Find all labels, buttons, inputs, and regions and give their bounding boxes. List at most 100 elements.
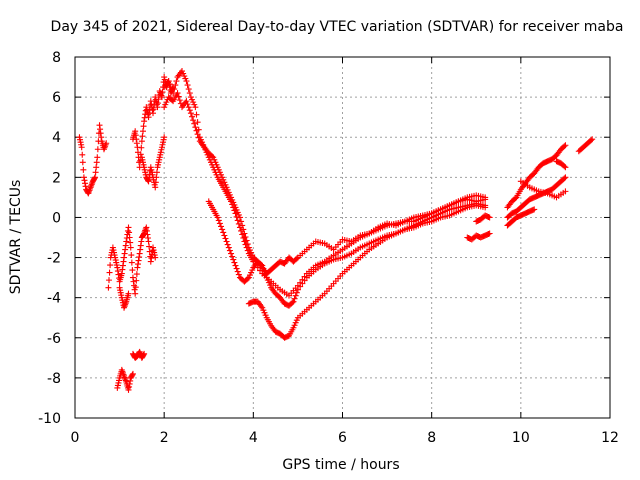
data-point: [125, 386, 132, 393]
data-point: [241, 238, 248, 245]
data-point: [138, 144, 145, 151]
data-point: [209, 153, 216, 160]
data-point: [231, 207, 238, 214]
x-tick-label: 0: [71, 430, 80, 446]
data-point: [166, 81, 173, 88]
data-point: [97, 126, 104, 133]
series-arc-5: [116, 284, 132, 311]
data-point: [238, 227, 245, 234]
data-point: [161, 134, 168, 141]
data-point: [105, 284, 112, 291]
data-point: [80, 166, 87, 173]
data-point: [82, 180, 89, 187]
data-point: [562, 142, 569, 149]
series-arc-12: [464, 230, 493, 243]
data-point: [141, 350, 148, 357]
data-point: [145, 238, 152, 245]
data-point: [139, 128, 146, 135]
data-point: [105, 277, 112, 284]
data-point: [193, 111, 200, 118]
data-point: [214, 214, 221, 221]
data-point: [186, 107, 193, 114]
data-point: [482, 196, 489, 203]
data-point: [94, 146, 101, 153]
data-point: [236, 224, 243, 231]
data-point: [119, 262, 126, 269]
data-point: [150, 106, 157, 113]
data-point: [129, 370, 136, 377]
data-point: [144, 231, 151, 238]
data-point: [228, 198, 235, 205]
data-point: [154, 104, 161, 111]
data-point: [292, 292, 299, 299]
data-point: [225, 244, 232, 251]
data-point: [121, 254, 128, 261]
data-point: [138, 238, 145, 245]
data-point: [134, 264, 141, 271]
chart-title: Day 345 of 2021, Sidereal Day-to-day VTE…: [51, 19, 624, 35]
data-point: [152, 179, 159, 186]
data-point: [137, 242, 144, 249]
data-point: [97, 130, 104, 137]
data-point: [126, 234, 133, 241]
data-point: [486, 230, 493, 237]
data-point: [143, 224, 150, 231]
data-point: [244, 247, 251, 254]
series-arc-9: [161, 90, 489, 299]
data-point: [127, 377, 134, 384]
data-point: [127, 239, 134, 246]
series-arc-19: [575, 136, 596, 155]
series-arc-3: [114, 366, 136, 393]
series-arc-16: [504, 206, 538, 229]
data-point: [221, 232, 228, 239]
data-point: [152, 184, 159, 191]
data-point: [129, 267, 136, 274]
data-point: [228, 250, 235, 257]
data-point: [184, 101, 191, 108]
data-point: [167, 84, 174, 91]
series-arc-4: [129, 348, 148, 361]
data-point: [588, 137, 595, 144]
data-point: [79, 151, 86, 158]
data-point: [135, 257, 142, 264]
data-point: [184, 82, 191, 89]
data-point: [215, 217, 222, 224]
data-point: [192, 104, 199, 111]
data-point: [218, 223, 225, 230]
data-point: [220, 229, 227, 236]
data-point: [133, 277, 140, 284]
data-point: [561, 163, 568, 170]
data-point: [145, 178, 152, 185]
data-point: [297, 283, 304, 290]
data-point: [192, 124, 199, 131]
data-point: [93, 159, 100, 166]
data-point: [126, 380, 133, 387]
data-point: [176, 97, 183, 104]
data-point: [148, 101, 155, 108]
data-point: [229, 253, 236, 260]
y-tick-label: 8: [52, 50, 61, 66]
data-point: [92, 174, 99, 181]
x-axis-label: GPS time / hours: [282, 457, 399, 473]
series-arc-10: [205, 198, 489, 309]
series-arc-11: [245, 200, 489, 341]
y-tick-label: -2: [47, 251, 61, 267]
data-point: [79, 159, 86, 166]
data-point: [235, 271, 242, 278]
data-point: [139, 133, 146, 140]
data-point: [107, 262, 114, 269]
data-point: [183, 98, 190, 105]
data-point: [293, 255, 300, 262]
data-point: [172, 82, 179, 89]
data-point: [260, 265, 267, 272]
data-point: [232, 262, 239, 269]
data-point: [126, 229, 133, 236]
y-tick-label: -4: [47, 291, 61, 307]
data-point: [231, 259, 238, 266]
data-point: [193, 127, 200, 134]
data-point: [147, 258, 154, 265]
data-point: [223, 238, 230, 245]
y-tick-label: -8: [47, 371, 61, 387]
data-point: [153, 174, 160, 181]
y-tick-label: -10: [38, 411, 61, 427]
